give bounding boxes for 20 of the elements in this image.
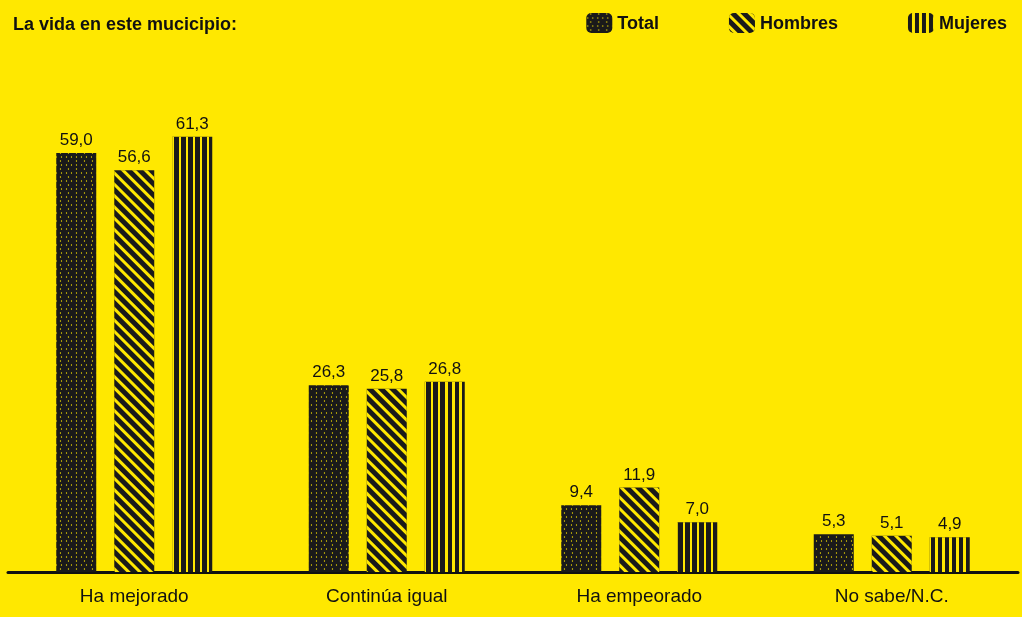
data-label: 25,8: [370, 365, 404, 385]
chart-title: La vida en este mucicipio:: [13, 14, 238, 34]
data-label: 59,0: [59, 130, 93, 150]
data-label: 4,9: [937, 514, 962, 534]
legend-label: Mujeres: [938, 13, 1007, 33]
x-tick-label: Ha mejorado: [79, 585, 189, 606]
data-label: 56,6: [117, 147, 151, 167]
x-tick-label: Continúa igual: [326, 585, 448, 606]
x-tick-label: No sabe/N.C.: [834, 585, 949, 606]
data-label: 26,8: [428, 358, 462, 378]
legend-label: Total: [617, 13, 659, 33]
data-label: 61,3: [175, 113, 209, 133]
data-label: 11,9: [623, 464, 656, 484]
data-label: 26,3: [312, 362, 346, 382]
data-label: 5,3: [821, 511, 846, 531]
legend-label: Hombres: [759, 13, 838, 33]
data-label: 7,0: [685, 499, 710, 519]
x-tick-label: Ha empeorado: [576, 585, 703, 606]
data-label: 5,1: [879, 512, 904, 532]
data-label: 9,4: [569, 482, 594, 502]
